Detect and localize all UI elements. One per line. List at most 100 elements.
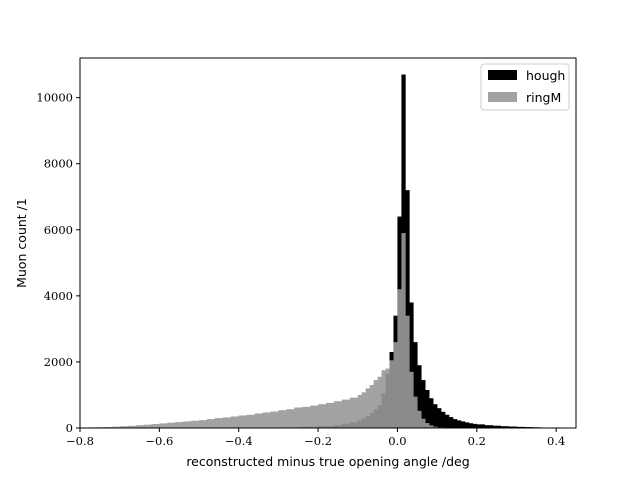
bar-hough	[405, 190, 410, 428]
x-tick-label: −0.4	[225, 434, 253, 448]
bar-ringm	[111, 426, 120, 428]
bar-ringm	[278, 410, 287, 428]
series-hough	[199, 74, 561, 429]
bar-ringm	[310, 405, 319, 428]
bar-ringm	[397, 289, 402, 428]
bar-hough	[484, 425, 493, 428]
bar-hough	[500, 426, 509, 428]
bar-ringm	[191, 420, 200, 428]
bar-ringm	[429, 425, 434, 428]
bar-ringm	[425, 423, 430, 428]
y-tick-label: 2000	[44, 355, 73, 369]
plot-frame	[79, 57, 577, 429]
bar-ringm	[357, 394, 363, 428]
bar-ringm	[417, 410, 422, 428]
x-tick-label: −0.6	[145, 434, 173, 448]
bar-ringm	[421, 418, 426, 428]
bar-ringm	[333, 401, 343, 428]
bar-ringm	[294, 407, 303, 428]
bar-ringm	[286, 409, 295, 428]
x-tick-label: 0.4	[547, 434, 565, 448]
bar-hough	[472, 423, 478, 428]
x-tick-label: 0.0	[388, 434, 406, 448]
bar-hough	[425, 390, 430, 428]
bar-ringm	[433, 426, 438, 428]
bar-ringm	[361, 392, 366, 428]
legend-swatch-hough	[488, 70, 517, 80]
bar-ringm	[159, 423, 168, 428]
bar-ringm	[206, 419, 216, 428]
x-tick-label: 0.2	[468, 434, 486, 448]
bar-hough	[441, 411, 446, 428]
bar-hough	[468, 423, 474, 428]
bar-ringm	[127, 425, 136, 428]
bar-hough	[433, 404, 438, 428]
bar-ringm	[365, 388, 370, 428]
bar-ringm	[246, 414, 255, 428]
bar-hough	[464, 422, 470, 428]
bar-ringm	[199, 420, 208, 428]
bar-ringm	[401, 233, 406, 428]
bar-ringm	[341, 399, 351, 428]
bar-hough	[452, 419, 458, 428]
legend-label-ringm: ringM	[526, 90, 561, 105]
ticks-layer: −0.8 −0.6 −0.4 −0.2 0.0 0.2 0.4 0 2000 4000 6000 80…	[36, 91, 565, 448]
bar-ringm	[413, 396, 418, 428]
bar-ringm	[377, 376, 382, 428]
bar-ringm	[151, 424, 160, 428]
legend-label-hough: hough	[526, 68, 565, 83]
bar-ringm	[262, 412, 271, 428]
bar-hough	[413, 342, 418, 428]
bar-ringm	[254, 413, 263, 428]
bar-hough	[437, 408, 442, 428]
bar-hough	[417, 365, 422, 428]
bar-ringm	[393, 342, 398, 428]
bar-ringm	[238, 415, 247, 428]
bar-hough	[456, 420, 462, 428]
bar-ringm	[389, 360, 394, 428]
y-tick-label: 0	[66, 421, 73, 435]
x-tick-label: −0.8	[66, 434, 94, 448]
bar-ringm	[214, 418, 224, 428]
bar-ringm	[302, 406, 311, 428]
bar-ringm	[369, 385, 374, 428]
bar-ringm	[119, 426, 128, 428]
bar-hough	[460, 421, 466, 428]
bar-hough	[449, 417, 454, 428]
bar-ringm	[318, 404, 327, 428]
bar-hough	[421, 380, 426, 428]
bar-hough	[445, 414, 450, 428]
legend-swatch-ringm	[488, 92, 517, 102]
bars-layer	[80, 74, 561, 429]
y-tick-label: 8000	[44, 157, 73, 171]
bar-ringm	[349, 397, 359, 428]
bar-ringm	[183, 421, 192, 428]
bar-ringm	[143, 424, 152, 428]
x-axis-label: reconstructed minus true opening angle /…	[186, 454, 469, 469]
bar-ringm	[405, 315, 410, 428]
y-tick-label: 4000	[44, 289, 73, 303]
bar-hough	[429, 398, 434, 428]
x-tick-label: −0.2	[304, 434, 332, 448]
bar-ringm	[135, 425, 144, 428]
y-axis-label: Muon count /1	[14, 198, 29, 288]
y-tick-label: 6000	[44, 223, 73, 237]
bar-ringm	[222, 417, 232, 428]
bar-hough	[516, 426, 525, 428]
bar-ringm	[409, 371, 414, 428]
bar-ringm	[175, 422, 184, 428]
bar-hough	[508, 426, 517, 428]
bar-ringm	[385, 368, 390, 428]
bar-ringm	[270, 411, 279, 428]
bar-ringm	[230, 416, 240, 428]
bar-ringm	[373, 380, 378, 428]
bar-hough	[492, 425, 501, 428]
bar-ringm	[167, 422, 176, 428]
legend: hough ringM	[480, 63, 570, 111]
bar-ringm	[381, 370, 386, 428]
bar-ringm	[326, 402, 335, 428]
bar-hough	[409, 302, 414, 428]
y-tick-label: 10000	[36, 91, 73, 105]
bar-hough	[476, 424, 486, 428]
